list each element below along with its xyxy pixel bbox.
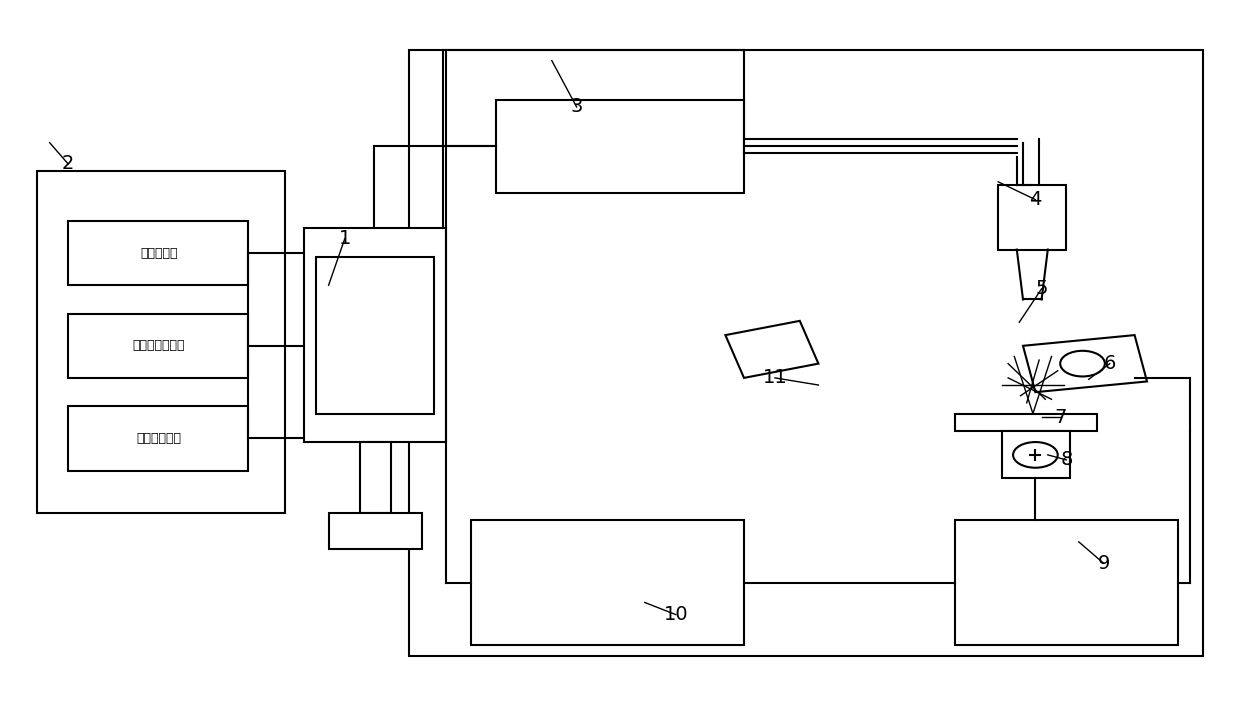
Text: 云计算模块: 云计算模块: [140, 247, 177, 260]
Text: 6: 6: [1104, 354, 1116, 373]
Bar: [316, 257, 434, 414]
Polygon shape: [1023, 335, 1147, 392]
Circle shape: [1060, 351, 1105, 376]
Bar: [955, 520, 1178, 645]
Bar: [496, 100, 744, 193]
Bar: [409, 50, 1203, 656]
Text: 2: 2: [62, 155, 74, 173]
Bar: [1002, 431, 1070, 478]
Bar: [329, 513, 422, 549]
Text: 10: 10: [663, 605, 688, 624]
Text: 3: 3: [570, 98, 583, 116]
Text: 7: 7: [1054, 408, 1066, 426]
Text: 5: 5: [1035, 279, 1048, 298]
Bar: [360, 442, 391, 513]
Bar: [68, 314, 248, 378]
Bar: [998, 185, 1066, 250]
Text: 8: 8: [1060, 451, 1073, 469]
Text: 分布式计算架构: 分布式计算架构: [133, 339, 185, 352]
Text: 11: 11: [763, 369, 787, 387]
Bar: [471, 520, 744, 645]
Bar: [68, 406, 248, 471]
Bar: [304, 228, 446, 442]
Text: 1: 1: [339, 230, 351, 248]
Bar: [37, 171, 285, 513]
Bar: [955, 414, 1097, 431]
Text: 4: 4: [1029, 190, 1042, 209]
Text: 数据存储模块: 数据存储模块: [136, 432, 181, 445]
Bar: [68, 221, 248, 285]
Polygon shape: [725, 321, 818, 378]
Text: 9: 9: [1097, 554, 1110, 573]
